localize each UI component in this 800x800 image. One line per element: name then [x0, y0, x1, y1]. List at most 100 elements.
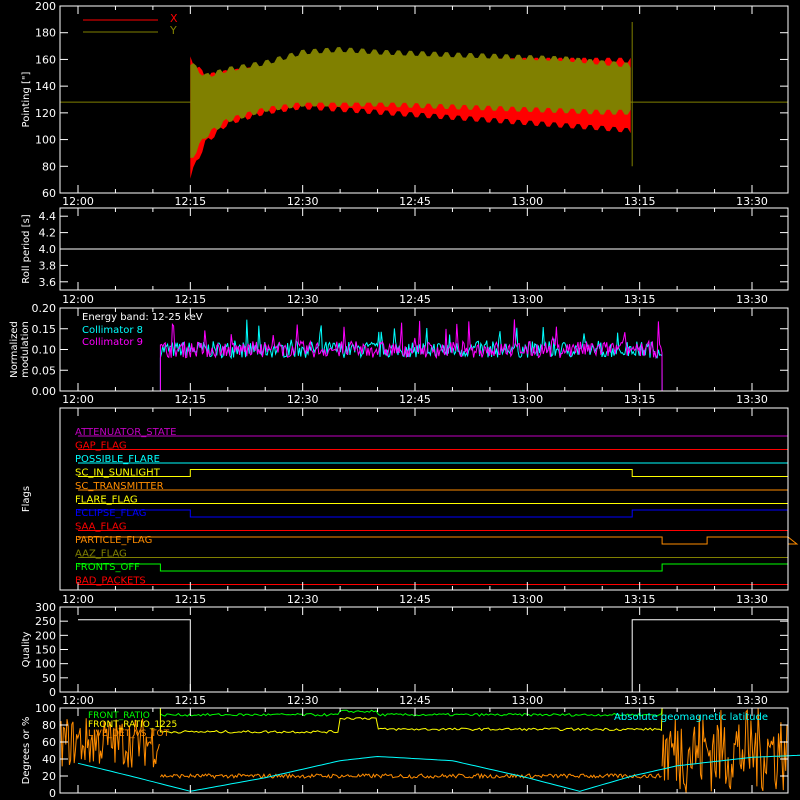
roll-period-ytick-label: 4.2 [39, 227, 57, 240]
plot-labels: 12:00 12:15 12:30 12:45 13:00 13:15 13:30 60 80 1… [9, 0, 768, 800]
ratios-ytick-label: 80 [42, 719, 56, 732]
pointing-xtick-label: 12:45 [399, 195, 431, 208]
modulation-ylabel-line1: Normalized [9, 321, 20, 378]
pointing-ytick-label: 180 [35, 27, 56, 40]
pointing-xtick-label: 13:15 [624, 195, 656, 208]
flag-line-sc-in-sunlight [78, 469, 788, 477]
flags-xtick-label: 13:30 [736, 593, 768, 606]
quality-ytick-label: 300 [35, 601, 56, 614]
roll-period-xtick-label: 12:30 [287, 293, 319, 306]
modulation-xtick-label: 13:30 [736, 393, 768, 406]
quality-ytick-label: 200 [35, 629, 56, 642]
ratios-ytick-label: 40 [42, 753, 56, 766]
pointing-xtick-label: 13:30 [736, 195, 768, 208]
plot-axes [59, 5, 789, 794]
quality-xtick-label: 13:30 [736, 694, 768, 707]
roll-period-xtick-label: 13:30 [736, 293, 768, 306]
ratio-legend-1: FRONT_RATIO [88, 711, 150, 721]
modulation-xtick-label: 12:00 [62, 393, 94, 406]
modulation-ylabel-line2: modulation [20, 321, 31, 378]
plot-lines [60, 19, 800, 793]
modulation-ytick-label: 0.15 [32, 323, 57, 336]
pointing-frame [59, 5, 789, 194]
pointing-xtick-label: 12:30 [287, 195, 319, 208]
roll-period-xtick-label: 12:45 [399, 293, 431, 306]
flags-xtick-label: 13:00 [511, 593, 543, 606]
roll-period-ytick-label: 3.6 [39, 276, 57, 289]
pointing-ytick-label: 120 [35, 107, 56, 120]
legend-label-x: X [170, 12, 178, 25]
pointing-ytick-label: 60 [42, 187, 56, 200]
flag-label-particle-flag: PARTICLE_FLAG [75, 535, 152, 546]
flag-line-fronts-off [78, 563, 788, 572]
ratio-orange-mid [159, 772, 662, 780]
roll-period-ytick-label: 4.4 [39, 210, 57, 223]
ratios-ytick-label: 0 [49, 787, 56, 800]
flag-label-eclipse-flag: ECLIPSE_FLAG [75, 508, 146, 519]
flags-xtick-label: 12:15 [174, 593, 206, 606]
flag-label-fronts-off: FRONTS_OFF [75, 562, 140, 573]
modulation-ytick-label: 0.00 [32, 385, 57, 398]
pointing-ytick-label: 160 [35, 53, 56, 66]
modulation-xtick-label: 12:15 [174, 393, 206, 406]
roll-period-ylabel: Roll period [s] [21, 214, 32, 283]
modulation-series-cyan [159, 319, 663, 392]
flags-xtick-label: 12:45 [399, 593, 431, 606]
flag-label-flare-flag: FLARE_FLAG [75, 495, 138, 506]
quality-xtick-label: 13:00 [511, 694, 543, 707]
plot-fills [190, 47, 631, 179]
modulation-ytick-label: 0.05 [32, 364, 57, 377]
pointing-ytick-label: 100 [35, 134, 56, 147]
quality-ytick-label: 50 [42, 672, 56, 685]
flag-label-gap-flag: GAP_FLAG [75, 441, 127, 452]
ratio-legend-2: FRONT_RATIO_1225 [88, 720, 177, 730]
modulation-ytick-label: 0.20 [32, 302, 57, 315]
flags-xtick-label: 12:30 [287, 593, 319, 606]
quality-xtick-label: 12:15 [174, 694, 206, 707]
flag-line-particle-flag [78, 536, 799, 545]
pointing-ytick-label: 200 [35, 0, 56, 13]
pointing-ylabel: Pointing ["] [21, 71, 32, 127]
quality-line [78, 619, 788, 693]
pointing-xtick-label: 12:00 [62, 195, 94, 208]
flags-frame [59, 407, 789, 591]
modulation-series-magenta [159, 319, 663, 392]
flag-label-saa-flag: SAA_FLAG [75, 522, 126, 533]
ratio-yellow [60, 707, 788, 734]
ratios-ylabel: Degrees or % [21, 717, 32, 785]
modulation-xtick-label: 12:45 [399, 393, 431, 406]
pointing-ytick-label: 140 [35, 80, 56, 93]
flag-label-bad-packets: BAD_PACKETS [75, 576, 146, 587]
quality-ylabel: Quality [21, 632, 32, 668]
ratios-ytick-label: 60 [42, 736, 56, 749]
ratio-latitude [77, 754, 800, 792]
legend-label-y: Y [169, 24, 177, 37]
quality-ytick-label: 100 [35, 658, 56, 671]
ratios-ytick-label: 20 [42, 770, 56, 783]
flags-xtick-label: 13:15 [624, 593, 656, 606]
ratio-green [60, 707, 788, 717]
modulation-annotation: Energy band: 12-25 keV [82, 312, 203, 323]
flags-xtick-label: 12:00 [62, 593, 94, 606]
modulation-xtick-label: 13:15 [624, 393, 656, 406]
flag-label-sc-in-sunlight: SC_IN_SUNLIGHT [75, 468, 161, 479]
ratios-frame [59, 707, 789, 794]
flag-label-aaz-flag: AAZ_FLAG [75, 549, 127, 560]
flag-label-sc-transmitter: SC_TRANSMITTER [75, 481, 164, 492]
modulation-ytick-label: 0.10 [32, 344, 57, 357]
roll-period-xtick-label: 12:15 [174, 293, 206, 306]
quality-xtick-label: 12:00 [62, 694, 94, 707]
quality-ytick-label: 250 [35, 615, 56, 628]
modulation-xtick-label: 13:00 [511, 393, 543, 406]
ratio-annotation: Absolute geomagnetic latitude [614, 712, 768, 723]
modulation-xtick-label: 12:30 [287, 393, 319, 406]
ratio-orange-right [661, 708, 788, 793]
pointing-xtick-label: 12:15 [174, 195, 206, 208]
modulation-legend-9: Collimator 9 [82, 337, 143, 348]
pointing-ytick-label: 80 [42, 160, 56, 173]
roll-period-ytick-label: 4.0 [39, 243, 57, 256]
ratio-legend-3: LIVE_DET_VS_TOT [88, 729, 170, 739]
ratios-ytick-label: 100 [35, 702, 56, 715]
pointing-xtick-label: 13:00 [511, 195, 543, 208]
